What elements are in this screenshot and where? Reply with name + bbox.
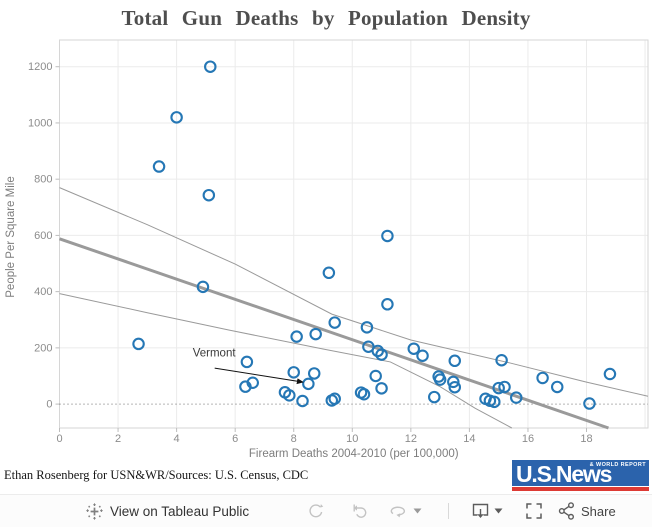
data-point[interactable] bbox=[325, 394, 339, 407]
x-tick-label: 4 bbox=[174, 433, 180, 445]
data-point[interactable] bbox=[416, 349, 429, 362]
usnews-logo: U.S.News & WORLD REPORT bbox=[512, 460, 649, 491]
x-tick-label: 12 bbox=[405, 433, 417, 445]
data-point[interactable] bbox=[375, 348, 388, 361]
scatter-plot: Vermont 0 2 4 6 8 10 12 14 16 18 0 200 400 600 800 1000 1… bbox=[5, 39, 649, 460]
data-point[interactable] bbox=[371, 344, 385, 358]
data-point[interactable] bbox=[375, 382, 388, 395]
usnews-logo-tagline: & WORLD REPORT bbox=[589, 462, 646, 468]
data-point[interactable] bbox=[369, 369, 382, 383]
redo-icon[interactable] bbox=[306, 495, 326, 527]
y-tick-label: 1000 bbox=[28, 117, 52, 129]
revert-icon[interactable] bbox=[350, 495, 370, 527]
x-tick-label: 10 bbox=[346, 433, 358, 445]
view-on-tableau-public-link[interactable]: View on Tableau Public bbox=[110, 503, 250, 519]
data-point[interactable] bbox=[407, 342, 421, 355]
data-point[interactable] bbox=[381, 298, 394, 311]
data-point[interactable] bbox=[495, 353, 508, 367]
data-point[interactable] bbox=[583, 397, 596, 410]
x-tick-label: 8 bbox=[291, 433, 297, 445]
data-point[interactable] bbox=[202, 188, 216, 202]
usnews-logo-red-bar bbox=[512, 487, 649, 491]
data-point[interactable] bbox=[302, 377, 315, 391]
credit-text: Ethan Rosenberg for USN&WR/Sources: U.S.… bbox=[4, 468, 309, 482]
data-point[interactable] bbox=[307, 367, 321, 380]
usnews-logo-blue-box: U.S.News & WORLD REPORT bbox=[512, 460, 649, 487]
y-tick-label: 600 bbox=[34, 230, 52, 242]
data-point[interactable] bbox=[296, 394, 309, 408]
data-point[interactable] bbox=[550, 380, 564, 394]
history-caret-icon[interactable] bbox=[413, 495, 422, 527]
fullscreen-icon[interactable] bbox=[524, 495, 544, 527]
x-tick-label: 18 bbox=[580, 433, 592, 445]
data-point[interactable] bbox=[322, 266, 336, 280]
x-tick-label: 14 bbox=[463, 433, 475, 445]
y-tick-label: 800 bbox=[34, 174, 52, 186]
data-point[interactable] bbox=[290, 330, 303, 343]
data-point[interactable] bbox=[240, 355, 254, 369]
refresh-icon[interactable] bbox=[388, 495, 410, 527]
x-axis-title: Firearm Deaths 2004-2010 (per 100,000) bbox=[249, 448, 459, 460]
data-point[interactable] bbox=[448, 380, 462, 394]
data-point[interactable] bbox=[170, 111, 183, 124]
data-point[interactable] bbox=[498, 380, 511, 394]
confidence-band-lower bbox=[59, 293, 513, 429]
x-tick-label: 6 bbox=[232, 433, 238, 445]
data-point[interactable] bbox=[309, 327, 322, 341]
data-point[interactable] bbox=[433, 373, 447, 386]
data-point[interactable] bbox=[360, 321, 374, 334]
chart-title: Total Gun Deaths by Population Density bbox=[121, 6, 531, 30]
y-tick-label: 400 bbox=[34, 286, 52, 298]
tableau-toolbar: View on Tableau Public bbox=[0, 494, 652, 527]
data-point[interactable] bbox=[536, 371, 549, 385]
usnews-logo-wordmark: U.S.News bbox=[516, 461, 612, 487]
data-point[interactable] bbox=[603, 367, 617, 381]
data-point[interactable] bbox=[488, 395, 501, 409]
data-point[interactable] bbox=[283, 389, 296, 402]
data-point[interactable] bbox=[381, 229, 394, 243]
data-point[interactable] bbox=[204, 60, 217, 73]
data-point[interactable] bbox=[357, 388, 371, 401]
y-tick-label: 1200 bbox=[28, 61, 52, 73]
data-point[interactable] bbox=[287, 366, 300, 379]
data-point[interactable] bbox=[152, 160, 166, 173]
annotation-label[interactable]: Vermont bbox=[193, 348, 237, 360]
data-point[interactable] bbox=[428, 390, 441, 404]
plot-border bbox=[59, 39, 649, 429]
share-icon[interactable] bbox=[557, 495, 577, 527]
trend-line bbox=[59, 237, 609, 430]
data-point[interactable] bbox=[447, 375, 460, 389]
data-point[interactable] bbox=[509, 391, 523, 404]
x-tick-label: 16 bbox=[522, 433, 534, 445]
y-axis-title: People Per Square Mile bbox=[5, 176, 17, 297]
y-tick-label: 200 bbox=[34, 342, 52, 354]
x-tick-label: 2 bbox=[115, 433, 121, 445]
data-point[interactable] bbox=[196, 280, 210, 294]
tableau-logo-icon[interactable] bbox=[86, 495, 103, 527]
annotation-arrow bbox=[214, 367, 304, 385]
download-caret-icon[interactable] bbox=[494, 495, 503, 527]
share-button[interactable]: Share bbox=[581, 503, 616, 519]
x-tick-label: 0 bbox=[56, 433, 62, 445]
data-point[interactable] bbox=[328, 316, 341, 329]
y-tick-label: 0 bbox=[46, 399, 52, 411]
data-point[interactable] bbox=[492, 381, 505, 395]
toolbar-divider bbox=[448, 503, 449, 519]
data-point[interactable] bbox=[239, 380, 252, 393]
download-icon[interactable] bbox=[470, 495, 491, 527]
data-point[interactable] bbox=[448, 354, 462, 368]
data-point[interactable] bbox=[132, 337, 145, 351]
